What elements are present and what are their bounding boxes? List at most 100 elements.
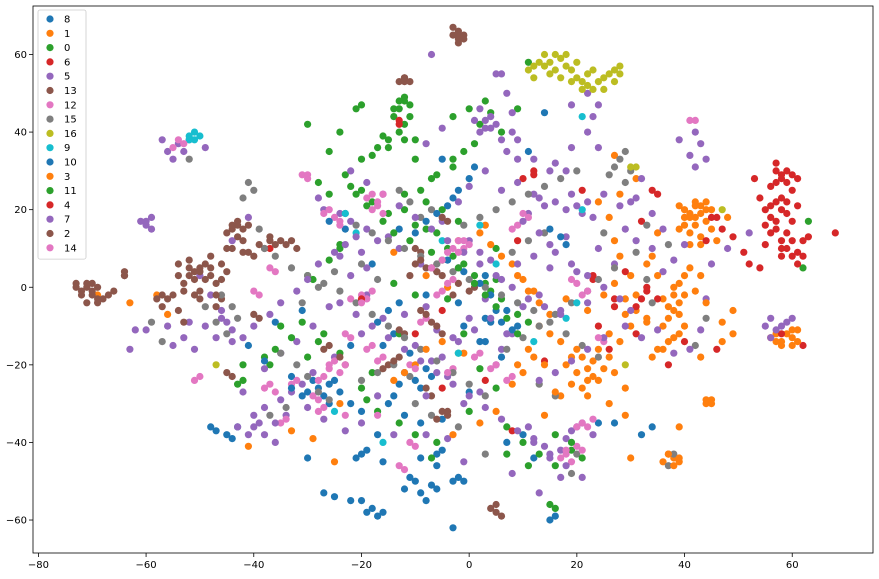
data-point [374, 357, 382, 365]
data-point [368, 190, 376, 198]
data-point [320, 345, 328, 353]
data-point [530, 74, 538, 82]
data-point [514, 155, 522, 163]
data-point [519, 275, 527, 284]
data-point [481, 124, 489, 132]
data-point [180, 318, 188, 326]
data-point [481, 283, 489, 291]
data-point [411, 244, 419, 253]
legend-label: 1 [64, 29, 70, 40]
data-point [637, 175, 646, 183]
data-point [621, 268, 629, 276]
data-point [330, 407, 339, 415]
data-point [772, 167, 780, 175]
data-point [503, 330, 511, 338]
data-point [260, 431, 269, 439]
data-point [438, 256, 446, 264]
data-point [325, 303, 333, 311]
data-point [470, 163, 479, 171]
data-point [670, 306, 678, 315]
data-point [675, 330, 683, 338]
data-point [293, 361, 301, 369]
data-point [271, 438, 279, 446]
data-point [546, 330, 554, 338]
data-point [217, 291, 226, 299]
data-point [551, 462, 559, 470]
legend-label: 4 [64, 200, 70, 211]
data-point [384, 209, 392, 218]
data-point [374, 275, 382, 284]
data-point [546, 450, 554, 458]
data-point [578, 419, 586, 427]
data-point [497, 275, 506, 284]
data-point [691, 341, 699, 350]
data-point [621, 295, 629, 303]
x-tick-label: 20 [570, 560, 583, 571]
data-point [395, 462, 403, 470]
data-point [180, 287, 188, 295]
data-point [72, 283, 80, 291]
data-point [147, 225, 156, 233]
data-point [530, 252, 538, 260]
data-point [578, 446, 586, 454]
data-point [174, 136, 182, 144]
data-point [594, 275, 603, 284]
legend-marker [46, 215, 54, 223]
data-point [244, 221, 252, 229]
data-point [551, 504, 559, 512]
data-point [250, 322, 258, 330]
y-tick-label: −60 [6, 516, 27, 527]
data-point [379, 314, 387, 322]
data-point [514, 427, 522, 435]
data-point [180, 279, 188, 287]
data-point [783, 318, 791, 326]
data-point [454, 473, 462, 481]
data-point [266, 411, 274, 419]
data-point [713, 213, 721, 221]
data-point [277, 419, 285, 427]
data-point [686, 229, 694, 237]
legend-label: 0 [64, 43, 70, 54]
data-point [304, 353, 312, 361]
data-point [664, 462, 673, 470]
data-point [255, 241, 263, 249]
data-point [691, 287, 699, 295]
legend-label: 2 [64, 229, 70, 240]
data-point [201, 144, 209, 152]
data-point [395, 128, 403, 136]
data-point [384, 237, 392, 245]
data-point [368, 341, 376, 350]
data-point [363, 345, 371, 353]
data-point [524, 66, 533, 74]
data-point [271, 345, 279, 353]
data-point [503, 89, 511, 97]
x-tick-label: 0 [466, 560, 472, 571]
data-point [223, 229, 231, 237]
data-point [438, 155, 446, 163]
data-point [686, 116, 694, 124]
data-point [228, 244, 236, 253]
data-point [363, 202, 371, 210]
x-tick-label: −80 [28, 560, 49, 571]
data-point [546, 70, 554, 78]
data-point [228, 435, 236, 443]
legend-marker [46, 187, 54, 195]
data-point [379, 458, 387, 466]
data-point [627, 454, 635, 462]
data-point [508, 372, 516, 381]
data-point [347, 497, 355, 505]
data-point [659, 345, 667, 353]
series-2 [72, 23, 506, 520]
data-point [519, 369, 527, 377]
y-tick-label: 40 [14, 128, 27, 139]
data-point [433, 322, 441, 330]
data-point [492, 206, 500, 214]
data-point [578, 341, 586, 350]
data-point [239, 225, 247, 233]
series-8 [207, 260, 656, 532]
data-point [605, 213, 613, 221]
data-point [487, 365, 495, 373]
data-point [530, 190, 538, 198]
data-point [395, 353, 403, 361]
data-point [390, 279, 398, 287]
